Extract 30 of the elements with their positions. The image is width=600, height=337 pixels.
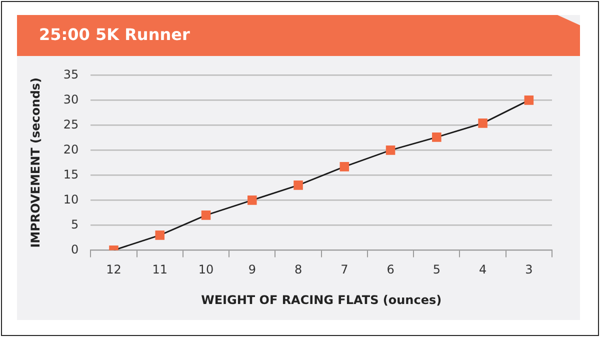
y-tick-label: 25 bbox=[63, 117, 79, 132]
x-tick-label: 8 bbox=[294, 262, 302, 277]
x-tick-label: 10 bbox=[198, 262, 214, 277]
y-tick-label: 15 bbox=[63, 167, 79, 182]
x-axis-title: WEIGHT OF RACING FLATS (ounces) bbox=[201, 292, 442, 307]
x-tick-label: 4 bbox=[478, 262, 487, 277]
point bbox=[201, 210, 211, 220]
y-tick-label: 20 bbox=[63, 142, 79, 156]
x-tick-label: 3 bbox=[525, 262, 533, 277]
point bbox=[155, 230, 165, 240]
y-tick-label: 0 bbox=[71, 242, 79, 256]
point bbox=[247, 196, 257, 205]
point bbox=[294, 180, 303, 190]
y-tick-label: 35 bbox=[63, 67, 79, 82]
y-tick-label: 10 bbox=[63, 192, 79, 206]
point bbox=[432, 132, 442, 142]
x-tick-label: 12 bbox=[106, 262, 122, 277]
point bbox=[340, 162, 350, 172]
point bbox=[524, 96, 534, 105]
x-tick-label: 11 bbox=[152, 262, 168, 277]
x-tick-label: 9 bbox=[248, 262, 256, 277]
y-tick-label: 5 bbox=[71, 217, 79, 232]
x-tick-label: 7 bbox=[340, 262, 348, 277]
chart-title: 25:00 5K Runner bbox=[39, 25, 190, 44]
x-tick-label: 6 bbox=[386, 262, 394, 277]
x-tick-label: 5 bbox=[432, 262, 440, 277]
point bbox=[478, 118, 488, 128]
y-tick-label: 30 bbox=[63, 92, 79, 106]
point bbox=[386, 146, 396, 155]
y-axis-title: IMPROVEMENT (seconds) bbox=[28, 78, 42, 248]
